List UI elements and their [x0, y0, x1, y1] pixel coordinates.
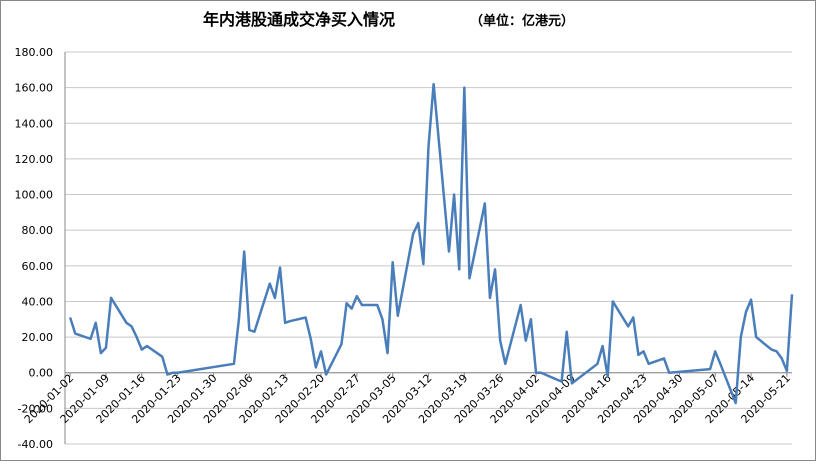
y-tick-label: 160.00	[15, 82, 54, 95]
chart-title: 年内港股通成交净买入情况	[203, 10, 395, 29]
chart-subtitle: （单位：亿港元）	[470, 13, 574, 29]
y-tick-label: 0.00	[29, 367, 54, 380]
y-tick-label: -20.00	[18, 402, 53, 415]
y-tick-label: 60.00	[22, 260, 54, 273]
y-tick-label: 120.00	[15, 153, 54, 166]
y-tick-label: 20.00	[22, 331, 54, 344]
y-tick-label: 180.00	[15, 46, 54, 59]
data-line	[68, 82, 794, 405]
y-tick-label: 80.00	[22, 224, 54, 237]
y-tick-label: 40.00	[22, 295, 54, 308]
y-tick-label: 100.00	[15, 189, 54, 202]
y-tick-label: 140.00	[15, 117, 54, 130]
y-tick-label: -40.00	[18, 438, 53, 451]
